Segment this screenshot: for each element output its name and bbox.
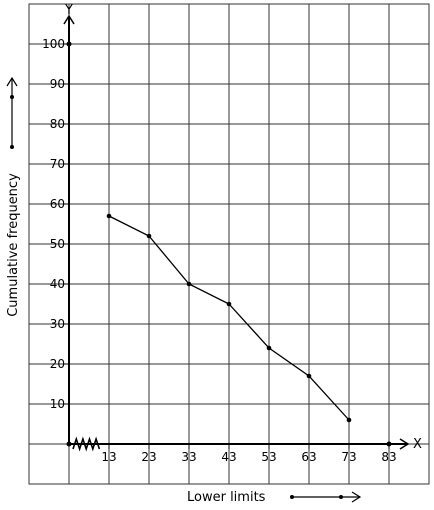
x-direction-arrow — [290, 491, 362, 503]
y-tick-label: 100 — [42, 37, 65, 51]
data-point — [186, 281, 192, 287]
data-point — [306, 373, 312, 379]
x-tick-label: 63 — [301, 450, 316, 464]
y-tick-label: 90 — [50, 77, 65, 91]
x-tick-label: 73 — [341, 450, 356, 464]
data-point — [106, 213, 112, 219]
origin-point — [66, 441, 72, 447]
data-point — [146, 233, 152, 239]
data-point — [346, 417, 352, 423]
x-tick-label: 13 — [101, 450, 116, 464]
axis-break-mark — [72, 436, 101, 452]
y-tick-label: 40 — [50, 277, 65, 291]
y-tick-label: 20 — [50, 357, 65, 371]
x-tick-label: 53 — [261, 450, 276, 464]
y-tick-label: 30 — [50, 317, 65, 331]
y-tick-label: 70 — [50, 157, 65, 171]
axes — [63, 14, 410, 450]
data-point — [226, 301, 232, 307]
axis-break-zigzag — [72, 436, 101, 452]
y-tick-label: 10 — [50, 397, 65, 411]
tick-labels: 13 23 33 43 53 63 73 83 10 20 30 40 50 60 70 80 90 100 — [42, 37, 397, 464]
grid — [28, 3, 430, 485]
series-group — [106, 213, 352, 423]
y-tick-label: 80 — [50, 117, 65, 131]
x-tick-label: 23 — [141, 450, 156, 464]
y-direction-arrow — [6, 76, 18, 149]
x-axis-label: Lower limits — [187, 490, 266, 505]
x-tick-label: 33 — [181, 450, 196, 464]
y-axis-label: Cumulative frequency — [6, 173, 21, 317]
data-point — [266, 345, 272, 351]
x-tick-label: 43 — [221, 450, 236, 464]
y-tick-label: 50 — [50, 237, 65, 251]
x-axis-arrowhead — [399, 438, 410, 450]
x-axis-name: X — [413, 437, 422, 452]
x-tick-label: 83 — [381, 450, 396, 464]
y-tick-label: 60 — [50, 197, 65, 211]
y-axis-name: Y — [64, 3, 73, 18]
y-axis-arrowhead — [63, 14, 75, 25]
